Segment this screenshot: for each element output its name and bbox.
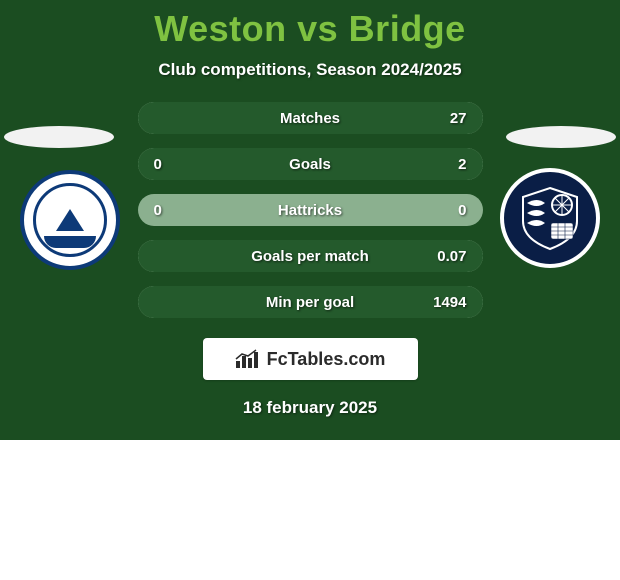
crest-left-inner xyxy=(33,183,107,257)
stat-label: Matches xyxy=(280,110,340,127)
stat-value-right: 0.07 xyxy=(437,248,466,265)
stat-value-right: 0 xyxy=(458,202,466,219)
background-bottom xyxy=(0,440,620,580)
stat-row: Matches 27 xyxy=(138,102,483,134)
club-crest-left xyxy=(20,170,120,270)
stat-row: Min per goal 1494 xyxy=(138,286,483,318)
crest-left-triangle-icon xyxy=(56,209,84,231)
stat-value-left: 0 xyxy=(154,202,162,219)
stat-label: Hattricks xyxy=(278,202,342,219)
stat-value-right: 1494 xyxy=(433,294,466,311)
stat-value-right: 27 xyxy=(450,110,467,127)
stat-row: 0 Goals 2 xyxy=(138,148,483,180)
club-crest-right xyxy=(500,168,600,268)
page-title: Weston vs Bridge xyxy=(154,8,465,50)
stat-label: Goals per match xyxy=(251,248,369,265)
stat-label: Goals xyxy=(289,156,331,173)
stat-label: Min per goal xyxy=(266,294,354,311)
bar-chart-icon xyxy=(235,349,261,369)
badge-text: FcTables.com xyxy=(267,349,386,370)
stat-value-right: 2 xyxy=(458,156,466,173)
crest-left-band xyxy=(44,236,96,248)
stat-row: 0 Hattricks 0 xyxy=(138,194,483,226)
crest-right-shield-icon xyxy=(515,183,585,253)
stat-row: Goals per match 0.07 xyxy=(138,240,483,272)
fctables-badge: FcTables.com xyxy=(203,338,418,380)
subtitle: Club competitions, Season 2024/2025 xyxy=(158,60,461,80)
stat-value-left: 0 xyxy=(154,156,162,173)
stats-panel: Matches 27 0 Goals 2 0 Hattricks 0 Goals per mat… xyxy=(138,102,483,318)
date-text: 18 february 2025 xyxy=(243,398,377,418)
